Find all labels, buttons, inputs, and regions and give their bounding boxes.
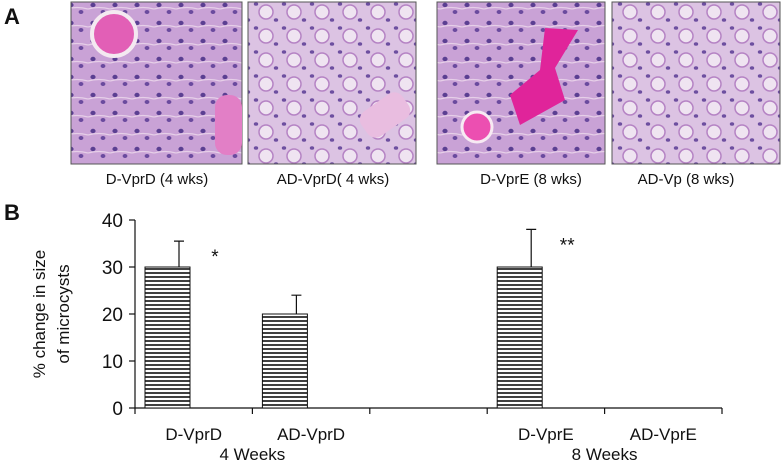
x-tick-label: AD-VprE	[630, 425, 697, 444]
micrograph-1	[70, 1, 243, 165]
panel-label: A	[4, 4, 20, 29]
caption: AD-Vp (8 wks)	[638, 171, 735, 188]
annotation: **	[560, 235, 575, 256]
x-tick-label: AD-VprD	[277, 425, 345, 444]
x-tick-label: D-VprE	[518, 425, 574, 444]
x-tick-label: D-VprD	[165, 425, 222, 444]
bar	[144, 266, 191, 409]
error-bar	[174, 240, 184, 267]
group-label: 8 Weeks	[572, 445, 638, 464]
caption: D-VprE (8 wks)	[480, 171, 582, 188]
micrograph-3	[436, 1, 606, 165]
y-tick-label: 10	[102, 352, 123, 373]
panel-label: B	[4, 200, 20, 225]
caption: AD-VprD( 4 wks)	[277, 171, 390, 188]
annotation: *	[211, 247, 219, 268]
micrograph-2	[247, 1, 417, 165]
error-bar	[526, 228, 537, 267]
error-bar	[291, 294, 302, 314]
y-axis-label: of microcysts	[54, 264, 73, 363]
group-label: 4 Weeks	[219, 445, 285, 464]
y-axis-label: % change in size	[30, 250, 49, 379]
bar	[496, 266, 543, 409]
y-tick-label: 0	[112, 399, 123, 420]
micrograph-4	[611, 1, 781, 165]
y-tick-label: 40	[102, 211, 123, 232]
y-tick-label: 20	[102, 305, 123, 326]
chart: 0 10 20 30 40 % change in size of microcysts D-…	[30, 211, 723, 464]
y-tick-label: 30	[102, 258, 123, 279]
caption: D-VprD (4 wks)	[106, 171, 209, 188]
bar	[261, 313, 308, 409]
